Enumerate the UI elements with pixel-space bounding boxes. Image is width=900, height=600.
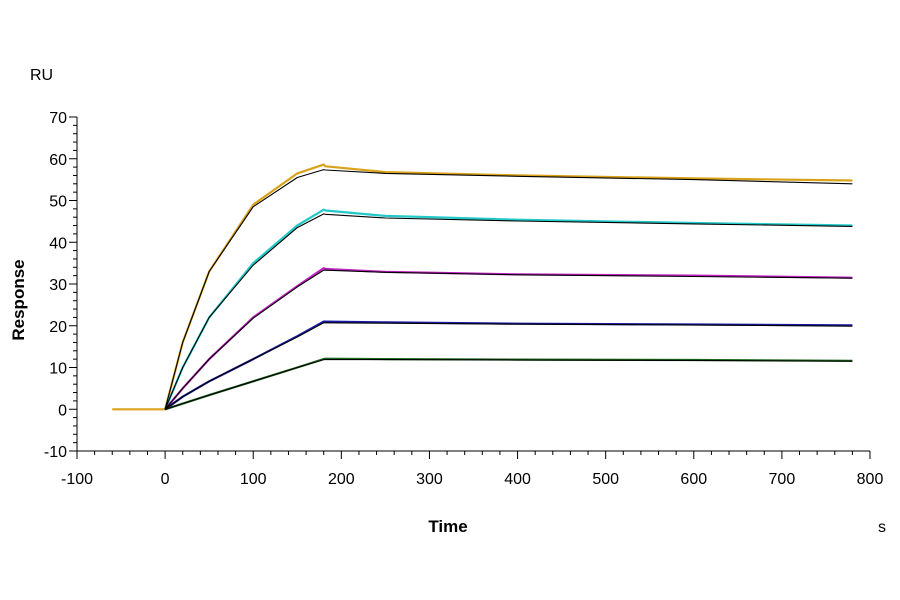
x-unit-label: s (878, 519, 886, 536)
y-unit-label: RU (30, 67, 53, 84)
y-tick-label: 0 (58, 402, 67, 419)
series-line-3 (164, 267, 853, 411)
y-tick-label: 20 (49, 319, 67, 336)
y-tick-label: 40 (49, 235, 67, 252)
x-axis-title: Time (428, 517, 467, 536)
plot-area (112, 163, 853, 411)
y-tick-label: 60 (49, 152, 67, 169)
series-line-1 (112, 163, 853, 411)
x-tick-label: 500 (592, 471, 619, 488)
fit-line-1 (164, 169, 853, 410)
x-axis: -100 0 100 200 300 400 500 600 700 800 (61, 450, 884, 488)
x-tick-label: 0 (161, 471, 170, 488)
fit-line-2 (164, 213, 853, 410)
fit-line-3 (164, 269, 853, 410)
fit-line-4 (164, 322, 853, 410)
x-tick-label: -100 (61, 471, 93, 488)
y-tick-label: 70 (49, 110, 67, 127)
y-tick-label: 30 (49, 277, 67, 294)
y-axis: -10 0 10 20 30 40 50 60 70 (44, 110, 78, 461)
series-line-2 (164, 208, 853, 410)
x-tick-label: 300 (416, 471, 443, 488)
y-axis-title: Response (9, 259, 28, 340)
y-tick-label: -10 (44, 444, 67, 461)
series-line-4 (164, 320, 853, 411)
series-line-5 (164, 357, 853, 411)
x-tick-label: 700 (769, 471, 796, 488)
x-tick-label: 800 (857, 471, 884, 488)
x-tick-label: 200 (328, 471, 355, 488)
fit-line-5 (164, 359, 853, 410)
y-tick-label: 10 (49, 361, 67, 378)
x-tick-label: 600 (680, 471, 707, 488)
x-tick-label: 100 (240, 471, 267, 488)
x-tick-label: 400 (504, 471, 531, 488)
y-tick-label: 50 (49, 194, 67, 211)
